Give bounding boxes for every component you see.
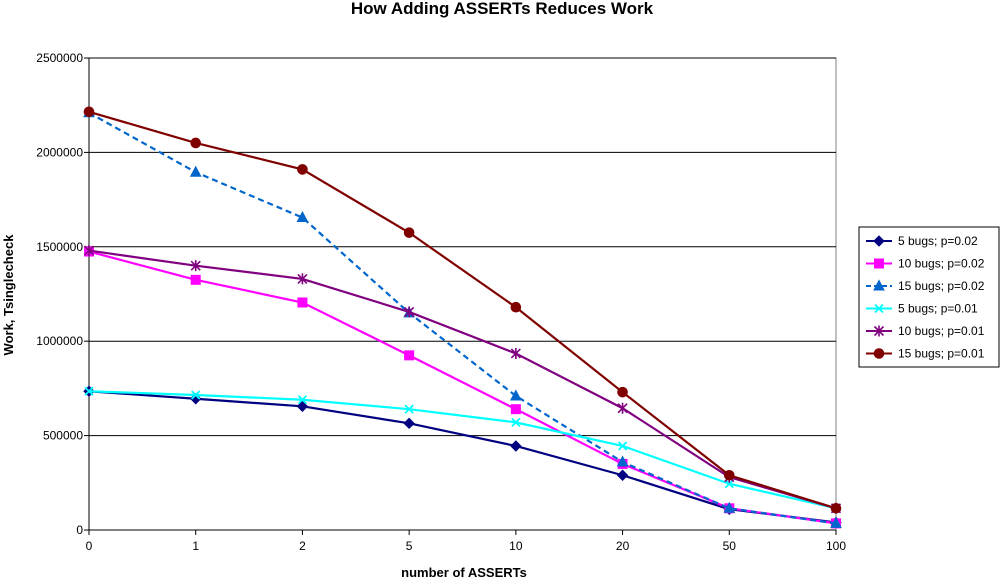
y-tick-label: 1500000 — [36, 240, 83, 254]
legend-label: 10 bugs; p=0.02 — [898, 257, 985, 271]
legend-label: 5 bugs; p=0.02 — [898, 234, 978, 248]
x-tick-label: 20 — [616, 539, 630, 553]
x-tick-label: 5 — [406, 539, 413, 553]
data-point — [616, 455, 629, 467]
data-point — [724, 479, 734, 489]
plot-area: 0 500000 1000000 1500000 2000000 2500000 0 1 2 5 1… — [36, 51, 846, 553]
data-point — [830, 516, 842, 528]
data-point — [83, 245, 95, 257]
legend-item: 15 bugs; p=0.01 — [866, 347, 985, 361]
data-point — [404, 306, 415, 318]
series-3 — [83, 106, 842, 528]
legend-marker — [874, 258, 884, 269]
y-tick-label: 1000000 — [36, 334, 83, 348]
x-tick-label: 1 — [192, 539, 199, 553]
legend-label: 15 bugs; p=0.01 — [898, 347, 985, 361]
data-point — [403, 417, 415, 430]
data-point — [190, 274, 201, 285]
data-point — [83, 106, 95, 118]
series-line — [88, 390, 837, 524]
series-line — [88, 111, 837, 525]
legend-marker — [873, 235, 885, 247]
series-4 — [84, 386, 841, 513]
data-point — [190, 137, 202, 149]
data-point — [616, 469, 629, 481]
data-point — [191, 390, 201, 400]
data-point — [617, 386, 628, 398]
legend-marker — [873, 279, 885, 291]
legend-box — [858, 226, 1000, 368]
legend-item: 5 bugs; p=0.02 — [866, 234, 978, 248]
data-point — [510, 404, 521, 415]
data-point — [404, 350, 415, 361]
legend-item: 10 bugs; p=0.01 — [866, 324, 985, 338]
x-tick-label: 50 — [723, 539, 737, 553]
data-point — [510, 301, 522, 313]
series-line — [88, 249, 837, 510]
y-tick-label: 2000000 — [36, 145, 83, 159]
y-axis-title: Work, Tsinglecheck — [1, 234, 16, 356]
data-point — [723, 469, 735, 481]
data-point — [84, 386, 94, 396]
data-point — [296, 400, 309, 413]
y-tick-label: 0 — [76, 523, 83, 537]
legend-label: 15 bugs; p=0.02 — [898, 279, 985, 293]
y-tick-label: 500000 — [43, 429, 83, 443]
data-point — [404, 404, 414, 414]
data-point — [296, 210, 309, 223]
data-point — [297, 164, 308, 175]
data-point — [190, 260, 201, 272]
data-point — [511, 417, 521, 428]
data-point — [297, 297, 308, 308]
y-tick-label: 2500000 — [36, 51, 83, 65]
x-tick-label: 2 — [299, 539, 306, 553]
series-6 — [83, 106, 842, 514]
series-line — [88, 110, 837, 510]
legend-item: 10 bugs; p=0.02 — [866, 257, 985, 271]
x-tick-label: 100 — [826, 539, 846, 553]
chart-title: How Adding ASSERTs Reduces Work — [351, 0, 654, 18]
data-point — [297, 273, 308, 285]
data-point — [723, 501, 736, 513]
data-point — [189, 165, 202, 177]
data-point — [403, 227, 415, 238]
legend-marker — [874, 303, 884, 314]
legend-item: 15 bugs; p=0.02 — [866, 279, 985, 293]
legend-label: 5 bugs; p=0.01 — [898, 302, 978, 316]
data-point — [510, 389, 522, 401]
legend-marker — [873, 325, 885, 337]
plot-border — [88, 57, 837, 531]
legend-marker — [873, 348, 885, 359]
data-point — [617, 402, 628, 414]
data-point — [617, 441, 628, 451]
series-line — [88, 390, 837, 510]
data-point — [510, 440, 522, 452]
data-point — [297, 395, 308, 405]
legend: 5 bugs; p=0.02 10 bugs; p=0.02 15 bugs; p=… — [858, 226, 1000, 368]
x-tick-label: 10 — [509, 539, 523, 553]
series-line — [88, 250, 837, 525]
legend-label: 10 bugs; p=0.01 — [898, 324, 985, 338]
data-point — [510, 347, 521, 359]
x-tick-label: 0 — [86, 539, 93, 553]
legend-item: 5 bugs; p=0.01 — [866, 302, 978, 316]
data-point — [830, 502, 842, 514]
x-axis-title: number of ASSERTs — [401, 565, 527, 578]
